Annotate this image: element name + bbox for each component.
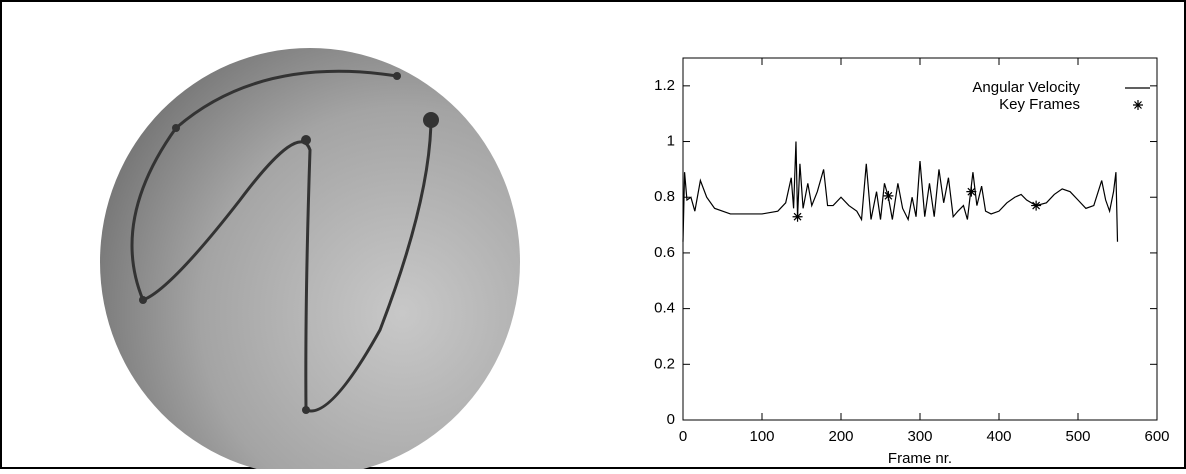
key-frame-marker [792,211,803,222]
point [172,124,180,132]
y-tick-label: 0.6 [654,244,675,261]
x-tick-label: 300 [907,428,932,445]
x-tick-label: 600 [1144,428,1169,445]
y-tick-label: 0.2 [654,355,675,372]
x-tick-label: 400 [986,428,1011,445]
key-frame-marker [966,186,977,197]
legend-label: Angular Velocity [972,79,1080,96]
legend-swatch [1133,100,1143,110]
y-tick-label: 1.2 [654,77,675,94]
key-frame-marker [883,190,894,201]
sphere-illustration [100,48,520,474]
y-tick-label: 1 [667,133,675,150]
x-tick-label: 100 [749,428,774,445]
point [423,112,439,128]
sphere [100,48,520,474]
key-frame-marker [1031,200,1042,211]
point [302,406,310,414]
y-tick-label: 0 [667,411,675,428]
x-tick-label: 0 [679,428,687,445]
legend-label: Key Frames [999,96,1080,113]
curve [175,69,398,130]
point [301,135,311,145]
x-tick-label: 200 [828,428,853,445]
velocity-line [682,141,1119,242]
x-axis-label: Frame nr. [888,450,952,467]
x-tick-label: 500 [1065,428,1090,445]
y-tick-label: 0.8 [654,188,675,205]
y-tick-label: 0.4 [654,300,675,317]
point [393,72,401,80]
point [139,296,147,304]
